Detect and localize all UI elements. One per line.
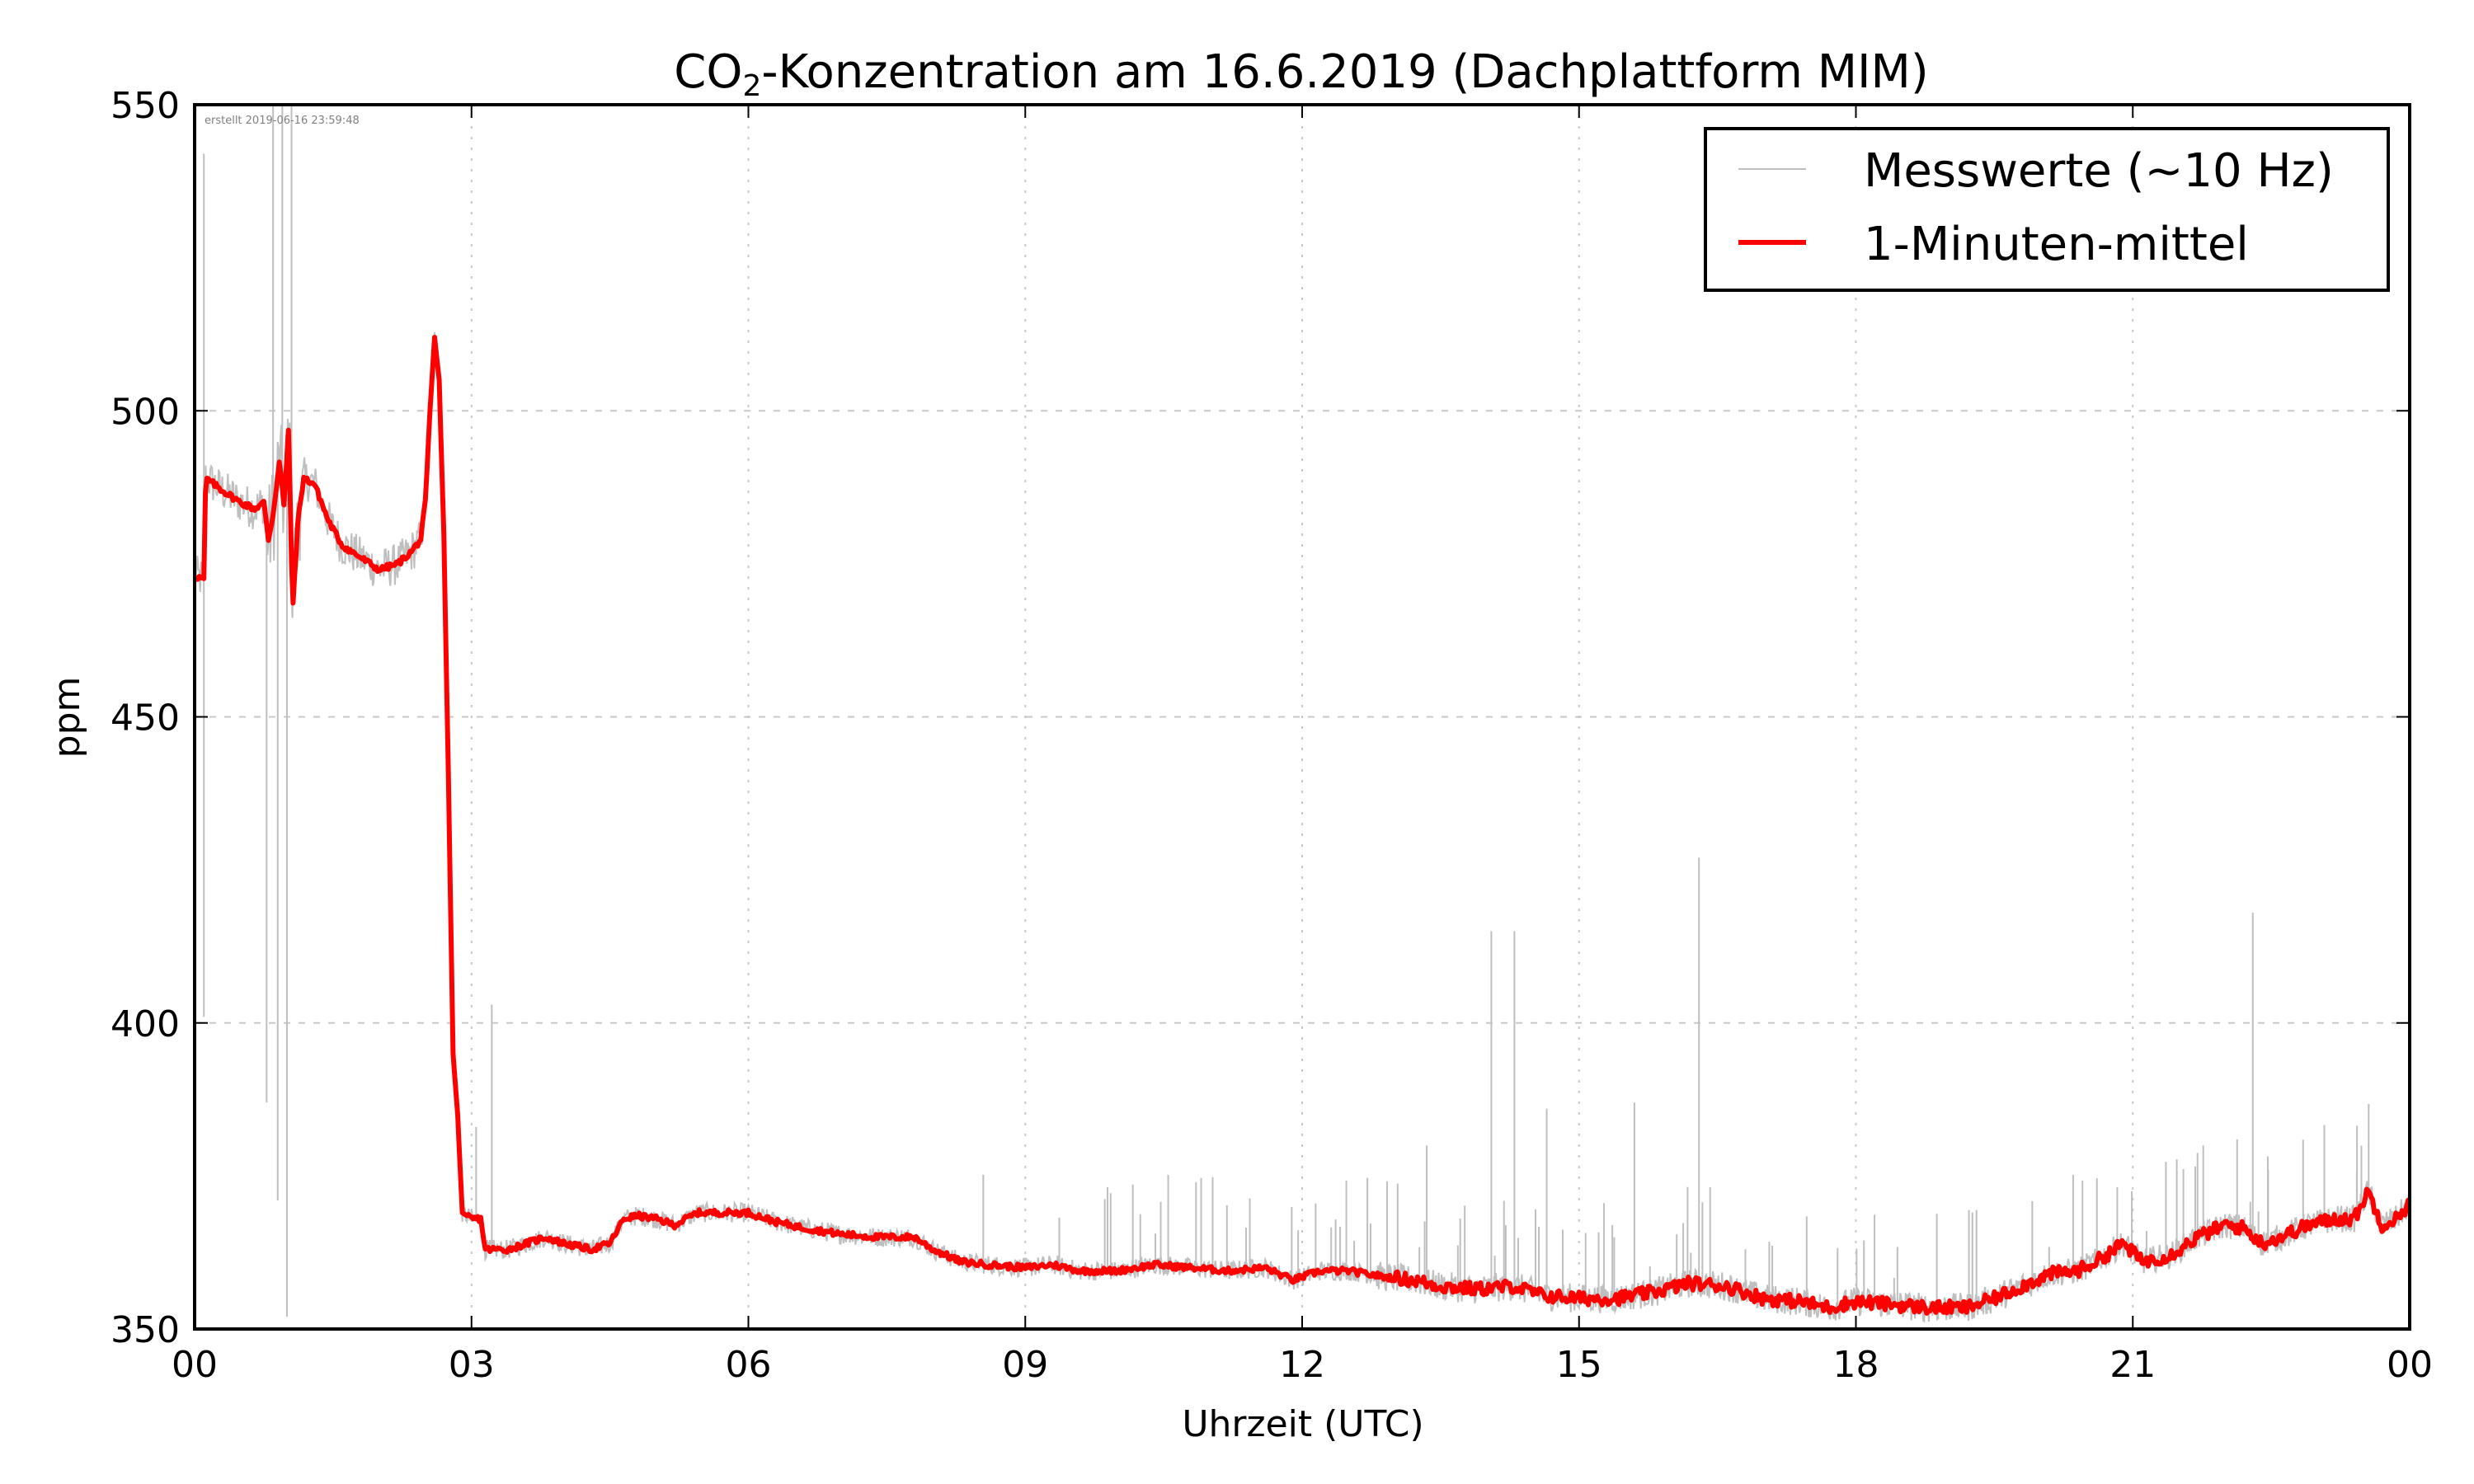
title-co: CO — [674, 45, 742, 99]
y-tick-label: 400 — [111, 1003, 180, 1045]
title-subscript: 2 — [742, 69, 761, 103]
legend-label-1-minuten-mittel: 1-Minuten-mittel — [1864, 218, 2249, 271]
chart-title: CO2-Konzentration am 16.6.2019 (Dachplat… — [674, 45, 1928, 103]
axis-ticks — [194, 104, 2411, 1330]
y-tick-labels: 350 400 450 500 550 — [111, 85, 180, 1351]
legend-label-messwerte: Messwerte (~10 Hz) — [1864, 144, 2334, 198]
legend-box — [1704, 127, 2390, 292]
y-tick-label: 350 — [111, 1309, 180, 1351]
x-tick-label: 18 — [1833, 1344, 1879, 1386]
x-tick-label: 00 — [172, 1344, 218, 1386]
y-axis-label: ppm — [46, 677, 88, 758]
x-tick-label: 06 — [726, 1344, 772, 1386]
created-timestamp: erstellt 2019-06-16 23:59:48 — [205, 115, 360, 127]
y-tick-label: 450 — [111, 697, 180, 740]
x-tick-label: 12 — [1279, 1344, 1325, 1386]
legend: Messwerte (~10 Hz) 1-Minuten-mittel — [1704, 127, 2390, 292]
x-tick-label: 21 — [2109, 1344, 2156, 1386]
x-tick-labels: 00 03 06 09 12 15 18 21 00 — [172, 1344, 2433, 1386]
title-rest: -Konzentration am 16.6.2019 (Dachplattfo… — [761, 45, 1928, 99]
x-tick-label: 09 — [1002, 1344, 1048, 1386]
y-tick-label: 500 — [111, 391, 180, 433]
y-tick-label: 550 — [111, 85, 180, 127]
series-1-minuten-mittel — [193, 335, 2412, 1316]
x-axis-label: Uhrzeit (UTC) — [1182, 1403, 1423, 1445]
1-minuten-mittel-line — [193, 335, 2412, 1316]
x-tick-label: 03 — [449, 1344, 495, 1386]
x-tick-label: 15 — [1556, 1344, 1602, 1386]
x-tick-label: 00 — [2387, 1344, 2433, 1386]
